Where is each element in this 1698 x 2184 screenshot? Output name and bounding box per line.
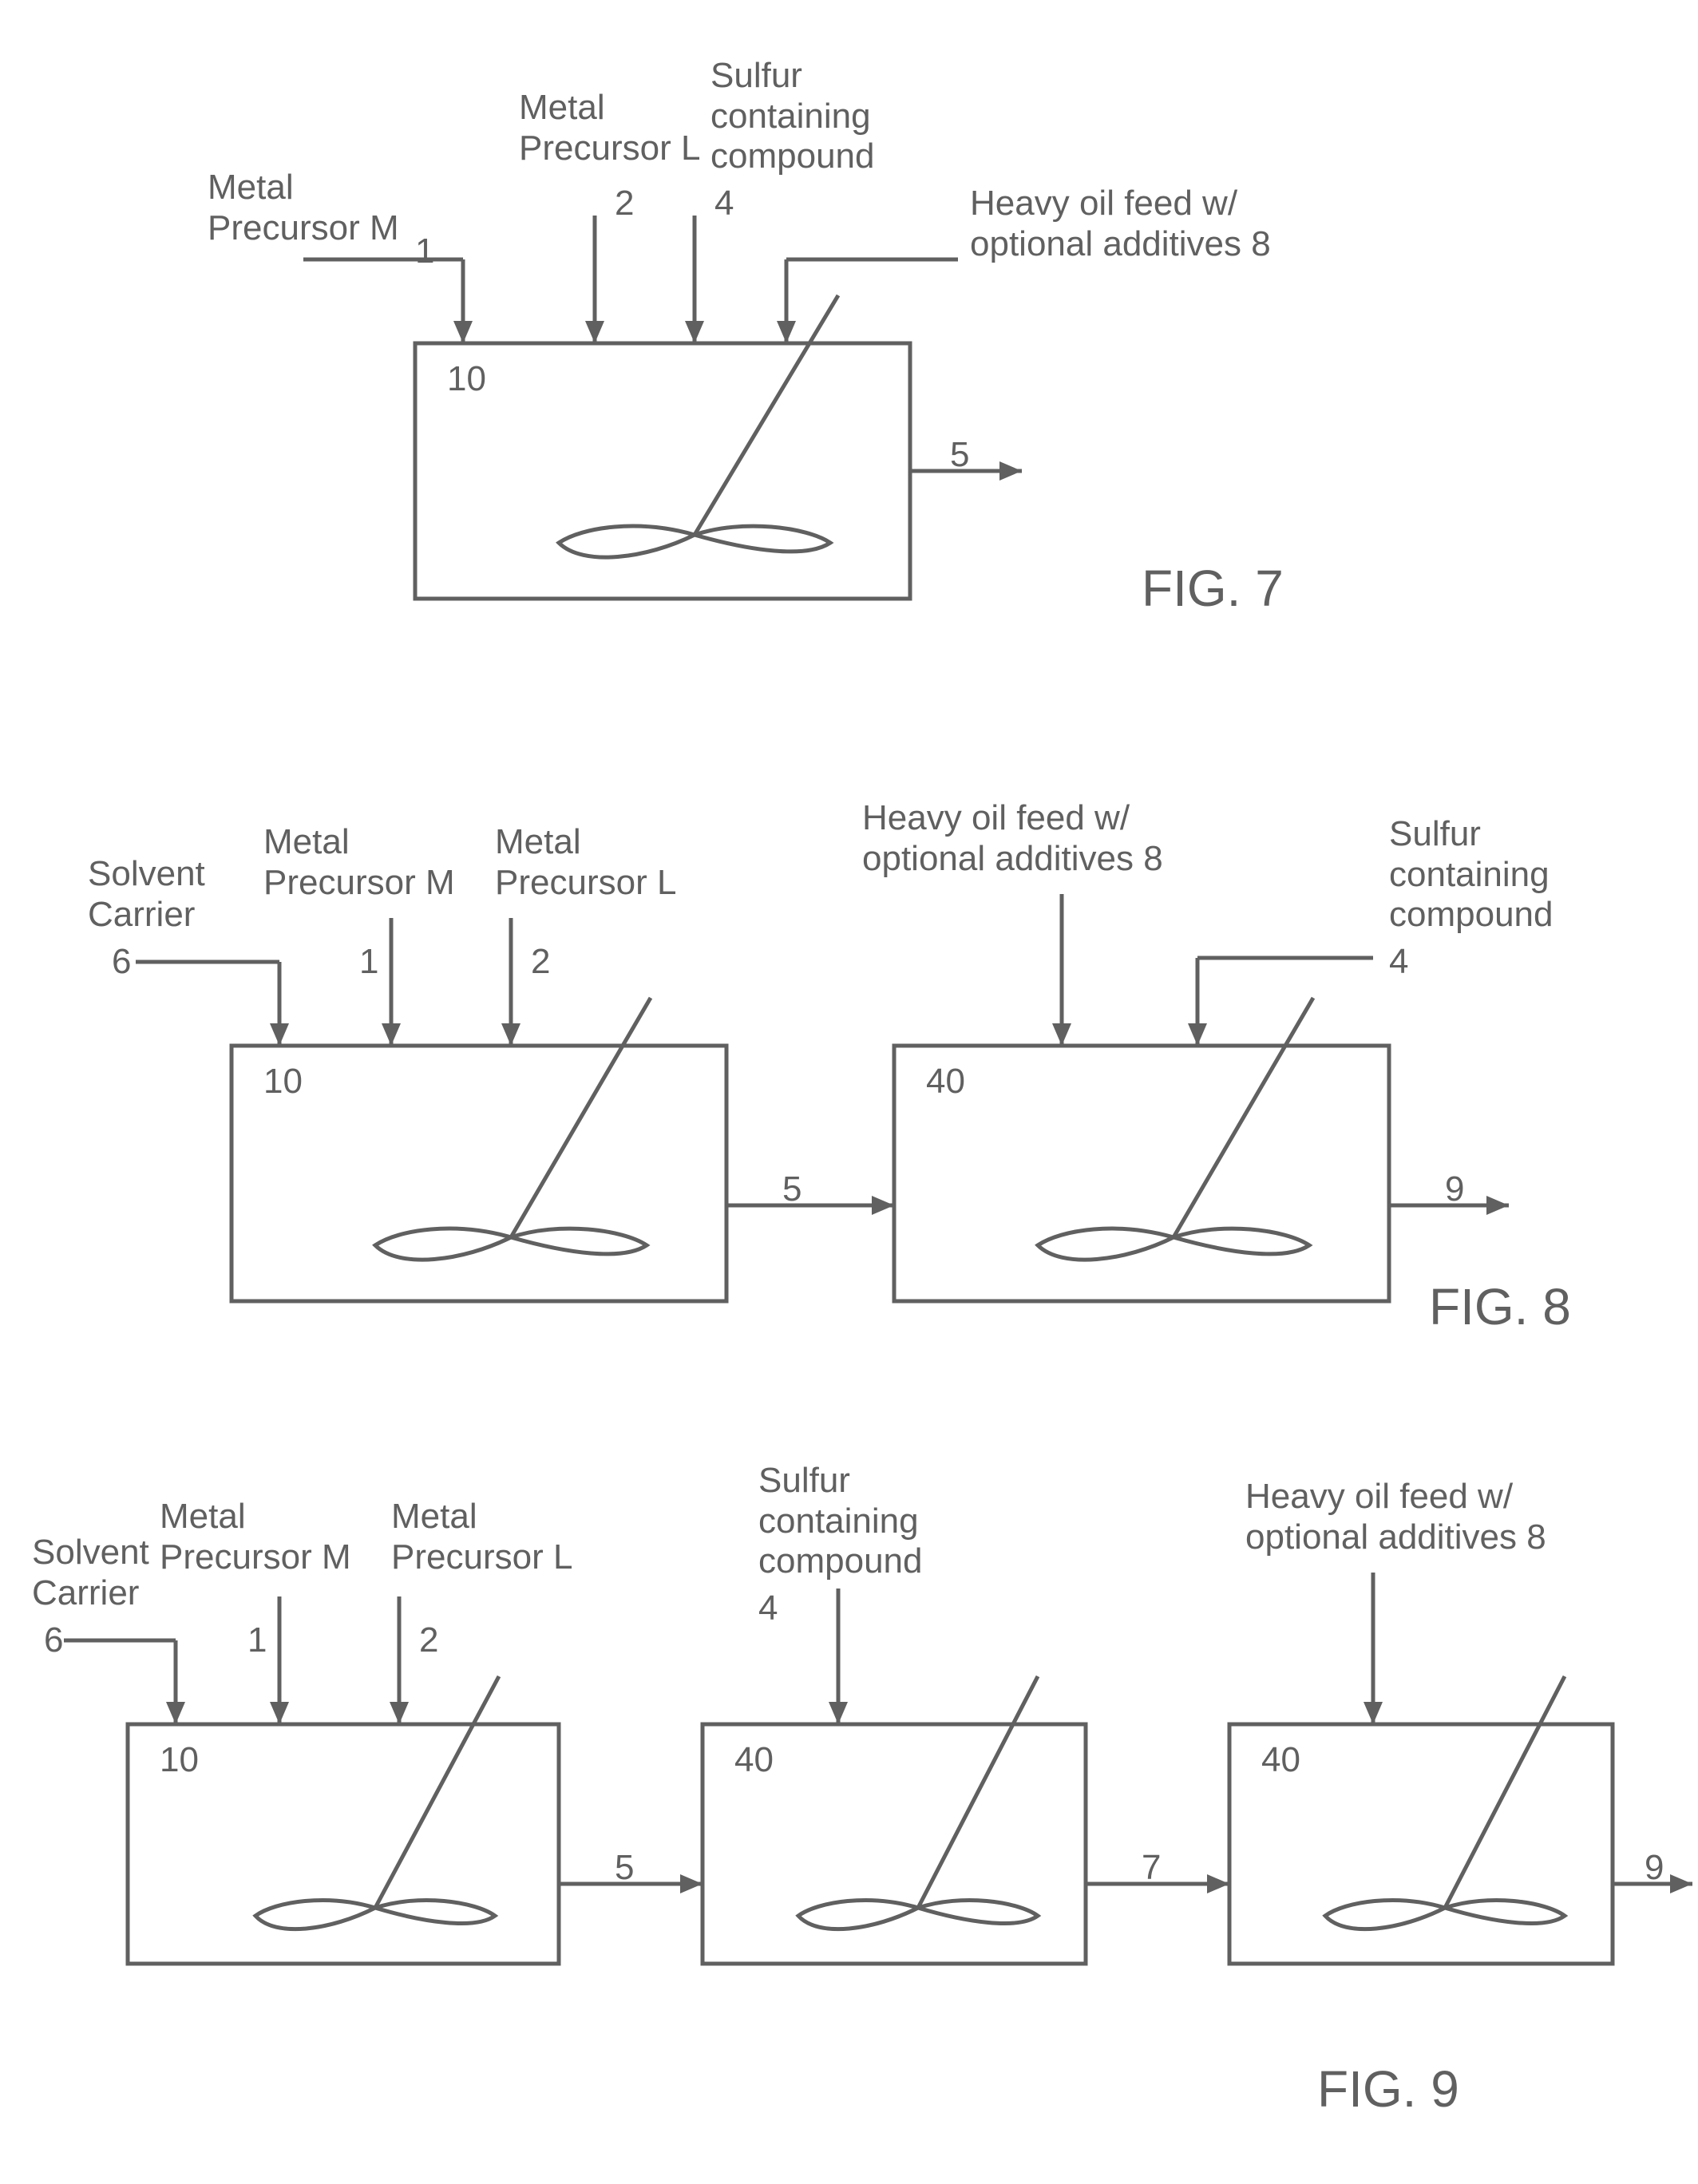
label-solvent-carrier: Solvent Carrier [88,854,205,935]
label-number-4-9: 4 [758,1589,778,1629]
diagram-svg [0,0,1698,2184]
label-number-1-9: 1 [247,1620,267,1661]
label-number-1-8: 1 [359,942,378,983]
label-number-6-9: 6 [44,1620,63,1661]
label-metal-precursor-m-8: Metal Precursor M [263,822,455,903]
label-metal-precursor-m-9: Metal Precursor M [160,1497,351,1577]
label-number-5-8: 5 [782,1169,802,1210]
label-number-9-9: 9 [1645,1848,1664,1889]
label-heavy-oil: Heavy oil feed w/ optional additives 8 [970,184,1271,264]
label-heavy-oil-8: Heavy oil feed w/ optional additives 8 [862,798,1163,879]
label-number-40b-9: 40 [1261,1740,1300,1781]
label-number-10: 10 [447,359,486,400]
label-number-40-8: 40 [926,1062,965,1102]
label-number-2: 2 [615,184,634,224]
label-number-9-8: 9 [1445,1169,1464,1210]
label-number-4: 4 [714,184,734,224]
label-number-4-8: 4 [1389,942,1408,983]
label-heavy-oil-9: Heavy oil feed w/ optional additives 8 [1245,1477,1546,1557]
label-sulfur-8: Sulfur containing compound [1389,814,1553,936]
label-number-2-8: 2 [531,942,550,983]
label-metal-precursor-m: Metal Precursor M [208,168,399,248]
label-sulfur-9: Sulfur containing compound [758,1461,922,1582]
label-number-1: 1 [415,231,434,272]
label-number-6: 6 [112,942,131,983]
label-number-10-8: 10 [263,1062,303,1102]
label-number-40a-9: 40 [734,1740,774,1781]
label-number-2-9: 2 [419,1620,438,1661]
label-metal-precursor-l: Metal Precursor L [519,88,700,168]
label-sulfur: Sulfur containing compound [710,56,874,177]
figure-caption-7: FIG. 7 [1142,559,1284,618]
label-solvent-carrier-9: Solvent Carrier [32,1533,149,1613]
label-number-10-9: 10 [160,1740,199,1781]
figure-caption-9: FIG. 9 [1317,2059,1459,2119]
label-number-7-9: 7 [1142,1848,1161,1889]
figure-caption-8: FIG. 8 [1429,1277,1571,1336]
label-metal-precursor-l-9: Metal Precursor L [391,1497,572,1577]
page: Metal Precursor M 1 Metal Precursor L 2 … [0,0,1698,2184]
label-number-5-9: 5 [615,1848,634,1889]
label-metal-precursor-l-8: Metal Precursor L [495,822,676,903]
label-number-5: 5 [950,435,969,476]
